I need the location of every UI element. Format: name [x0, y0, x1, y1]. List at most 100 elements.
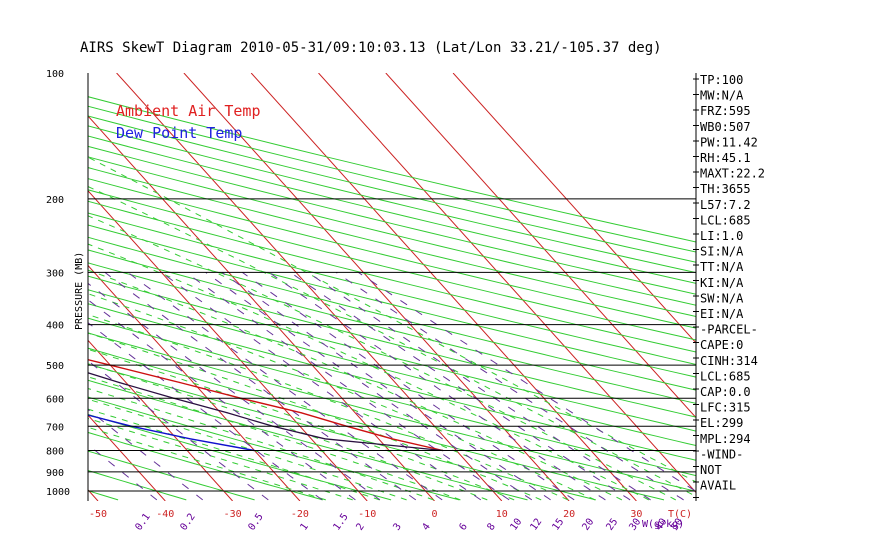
pressure-tick-label: 200: [46, 195, 64, 206]
dry-adiabat-line: [88, 115, 696, 263]
moist-adiabat-line: [88, 332, 542, 501]
series-point: [18, 398, 19, 399]
pressure-tick-label: 400: [46, 321, 64, 332]
legend-dew-point: Dew Point Temp: [116, 124, 242, 142]
moist-adiabat-line: [88, 363, 488, 501]
dry-adiabat-line: [88, 379, 528, 501]
moist-adiabat-line: [88, 215, 677, 501]
pressure-tick-label: 1000: [46, 487, 70, 498]
index-item: -PARCEL-: [700, 323, 758, 337]
mixing-ratio-label: 0.1: [133, 512, 152, 533]
mixing-ratio-line: [335, 271, 684, 501]
mixing-ratio-line: [161, 271, 482, 501]
mixing-ratio-label: 25: [604, 517, 620, 533]
pressure-tick-label: 500: [46, 361, 64, 372]
mixing-ratio-line: [88, 322, 323, 501]
index-item: LCL:685: [700, 213, 751, 227]
mixing-ratio-line: [358, 271, 696, 492]
mixing-ratio-line: [185, 271, 510, 501]
mixing-ratio-label: 8: [485, 521, 497, 532]
isotherm-line: [88, 339, 233, 501]
dry-adiabat-line: [88, 135, 696, 284]
mixing-ratio-label: 1.5: [331, 512, 350, 533]
mixing-ratio-line: [88, 408, 204, 501]
pressure-tick-label: 600: [46, 394, 64, 405]
temp-unit-label: T(C): [668, 509, 692, 520]
moist-adiabat-line: [88, 417, 353, 501]
mixing-ratio-label: 0.5: [246, 512, 265, 533]
dry-adiabat-line: [88, 332, 696, 492]
isotherm-line: [88, 264, 301, 501]
series-point: [79, 412, 80, 413]
isotherm-line: [452, 73, 696, 344]
moist-adiabat-line: [88, 348, 515, 501]
legend-air-temp: Ambient Air Temp: [116, 102, 261, 120]
mixing-ratio-line: [88, 444, 158, 501]
moist-adiabat-line: [88, 408, 380, 501]
chart-title: AIRS SkewT Diagram 2010-05-31/09:10:03.1…: [80, 40, 662, 56]
mixing-ratio-line: [88, 360, 269, 501]
index-item: LI:1.0: [700, 229, 743, 243]
index-item: SI:N/A: [700, 245, 744, 259]
dry-adiabat-line: [88, 363, 596, 501]
bottom-temp-tick-label: -50: [89, 509, 107, 520]
dry-adiabat-line: [88, 262, 696, 418]
dry-adiabat-line: [88, 105, 696, 253]
series-point: [32, 345, 33, 346]
dry-adiabat-line: [88, 200, 696, 353]
index-item: WB0:507: [700, 120, 751, 134]
index-item: MW:N/A: [700, 89, 744, 103]
pressure-tick-label: 700: [46, 422, 64, 433]
dry-adiabat-line: [88, 289, 696, 447]
mixing-ratio-label: 4: [420, 521, 432, 532]
bottom-temp-tick-label: 0: [431, 509, 437, 520]
moist-adiabat-line: [88, 185, 696, 497]
dry-adiabat-line: [88, 450, 255, 501]
isotherm-line: [88, 115, 435, 501]
dry-adiabat-line: [88, 431, 323, 501]
dry-adiabat-line: [88, 189, 696, 341]
index-item: SW:N/A: [700, 291, 744, 305]
mixing-ratio-label: 3: [391, 521, 403, 532]
moist-adiabat-line: [88, 314, 569, 501]
bottom-temp-tick-label: 10: [496, 509, 508, 520]
dry-adiabat-line: [88, 303, 696, 461]
index-item: FRZ:595: [700, 104, 751, 118]
mixing-ratio-line: [104, 272, 417, 501]
index-item: L57:7.2: [700, 198, 751, 212]
isotherm-line: [250, 73, 637, 501]
bottom-temp-tick-label: 30: [630, 509, 642, 520]
isotherm-line: [88, 414, 166, 501]
index-item: EI:N/A: [700, 307, 744, 321]
series-point: [300, 412, 302, 414]
index-item: -WIND-: [700, 447, 743, 461]
index-item: MPL:294: [700, 432, 751, 446]
pressure-tick-label: 800: [46, 446, 64, 457]
pressure-tick-label: 900: [46, 468, 64, 479]
pressure-tick-label: 100: [46, 69, 64, 80]
mixing-ratio-line: [221, 271, 551, 501]
mixing-ratio-label: 6: [457, 521, 469, 532]
moist-adiabat-line: [88, 156, 696, 483]
bottom-temp-tick-label: -10: [358, 509, 376, 520]
moist-adiabat-line: [88, 243, 650, 501]
dry-adiabat-line: [88, 236, 696, 391]
mixing-ratio-label: 10: [508, 517, 524, 533]
dry-adiabat-line: [88, 156, 696, 306]
moist-adiabat-line: [88, 376, 461, 501]
series-point: [179, 381, 181, 384]
index-item: TH:3655: [700, 182, 751, 196]
mixing-ratio-line: [88, 282, 381, 501]
dry-adiabat-line: [88, 347, 665, 501]
isotherm-line: [318, 73, 696, 494]
mixing-ratio-line: [268, 271, 606, 501]
series-point: [324, 438, 326, 440]
mixing-ratio-line: [307, 271, 651, 501]
mixing-ratio-unit-label: W(g/kg): [642, 519, 684, 530]
moist-adiabat-line: [88, 293, 596, 501]
dry-adiabat-line: [88, 224, 696, 378]
mixing-ratio-label: 0.2: [178, 512, 197, 533]
dry-adiabat-line: [88, 178, 696, 329]
y-axis-label: PRESSURE (MB): [74, 252, 85, 330]
